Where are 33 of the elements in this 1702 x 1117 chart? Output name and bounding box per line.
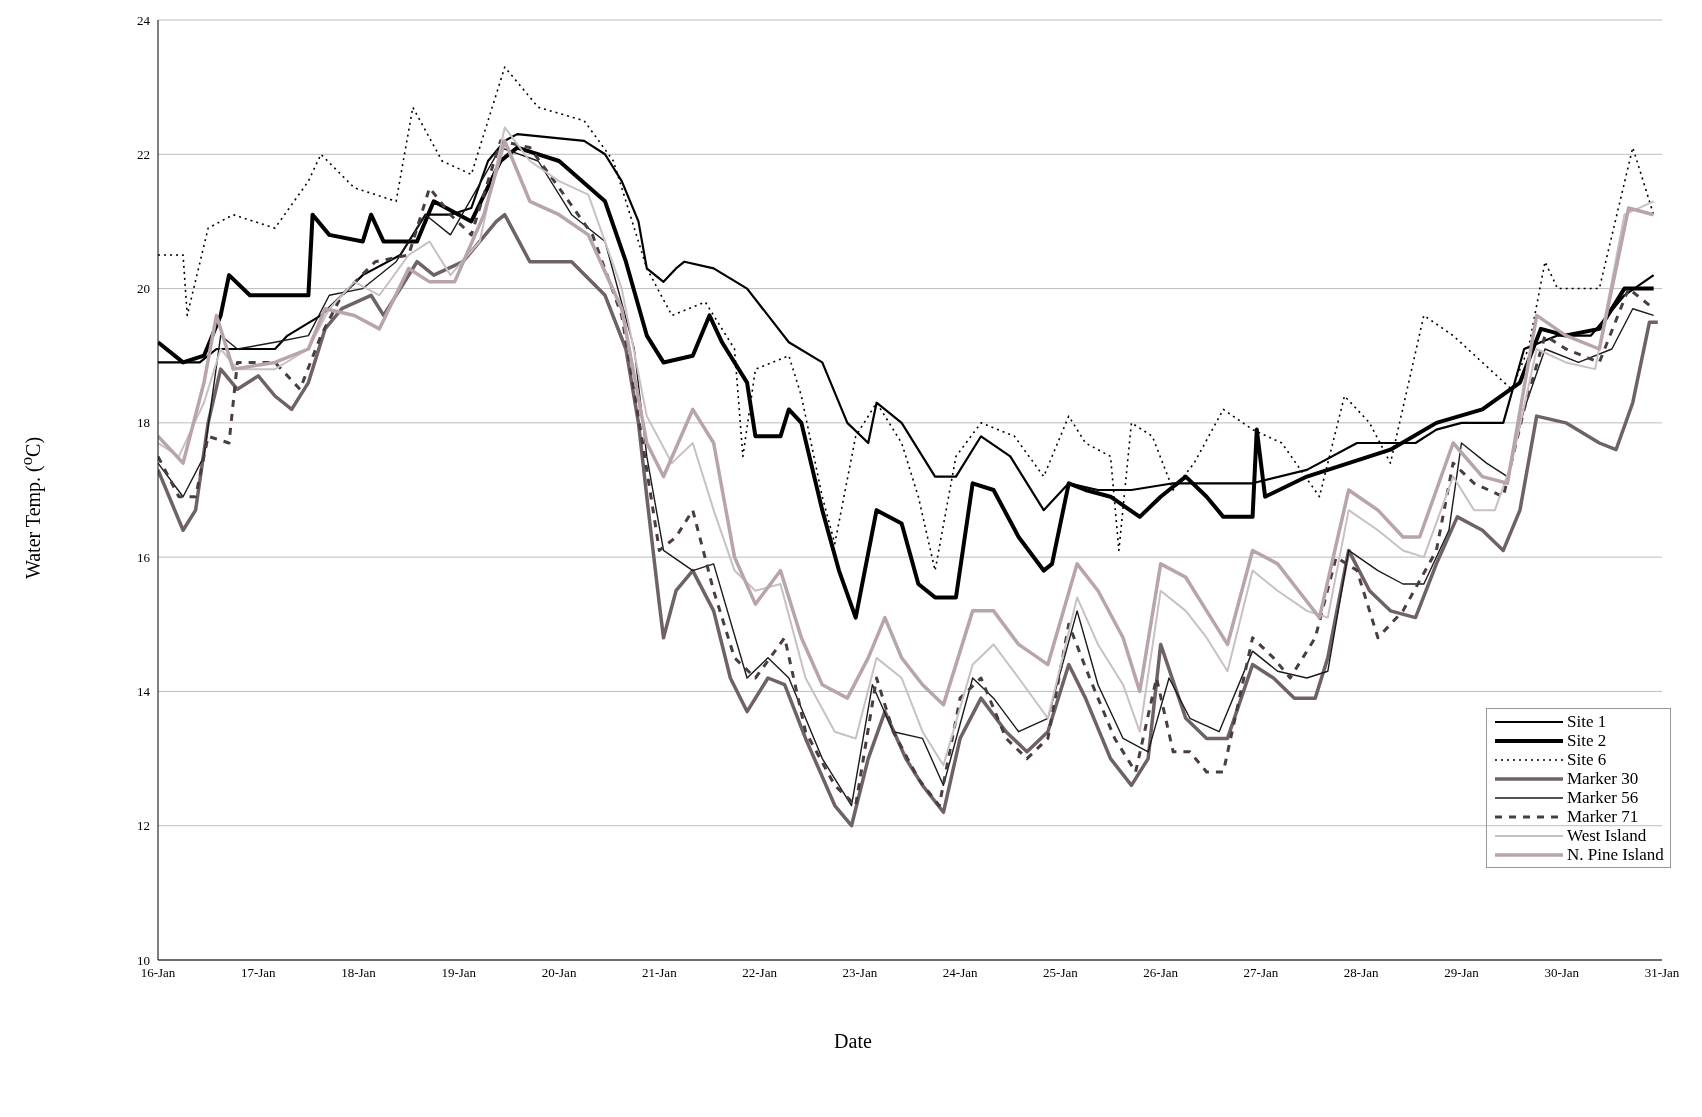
legend-label: Marker 30	[1567, 769, 1639, 788]
legend-label: Site 1	[1567, 712, 1607, 731]
x-tick-label: 24-Jan	[942, 965, 978, 981]
x-tick-label: 30-Jan	[1544, 965, 1580, 981]
legend-label: Marker 56	[1567, 788, 1639, 807]
x-tick-label: 17-Jan	[240, 965, 277, 981]
x-tick-label: 22-Jan	[742, 965, 778, 981]
x-tick-label: 18-Jan	[341, 965, 377, 981]
x-tick-label: 16-Jan	[140, 965, 176, 981]
x-tick-label: 29-Jan	[1444, 965, 1480, 981]
legend-label: West Island	[1567, 826, 1647, 845]
y-tick-label: 16	[137, 549, 151, 565]
x-tick-label: 25-Jan	[1043, 965, 1079, 981]
y-tick-label: 10	[137, 952, 150, 968]
y-tick-label: 12	[137, 818, 150, 834]
x-tick-label: 27-Jan	[1243, 965, 1279, 981]
x-tick-label: 20-Jan	[541, 965, 577, 981]
legend-label: Site 2	[1567, 731, 1607, 750]
x-tick-label: 23-Jan	[842, 965, 878, 981]
y-tick-label: 14	[137, 684, 151, 700]
legend-label: N. Pine Island	[1567, 845, 1664, 864]
x-tick-label: 21-Jan	[642, 965, 678, 981]
y-tick-label: 24	[137, 12, 151, 28]
x-axis-title: Date	[833, 1030, 873, 1053]
y-tick-label: 20	[137, 281, 150, 297]
y-tick-label: 18	[137, 415, 150, 431]
legend-label: Site 6	[1567, 750, 1607, 769]
legend-label: Marker 71	[1567, 807, 1639, 826]
x-tick-label: 26-Jan	[1143, 965, 1179, 981]
x-tick-label: 31-Jan	[1644, 965, 1680, 981]
x-tick-label: 19-Jan	[441, 965, 477, 981]
y-tick-label: 22	[137, 146, 150, 162]
x-tick-label: 28-Jan	[1343, 965, 1380, 981]
